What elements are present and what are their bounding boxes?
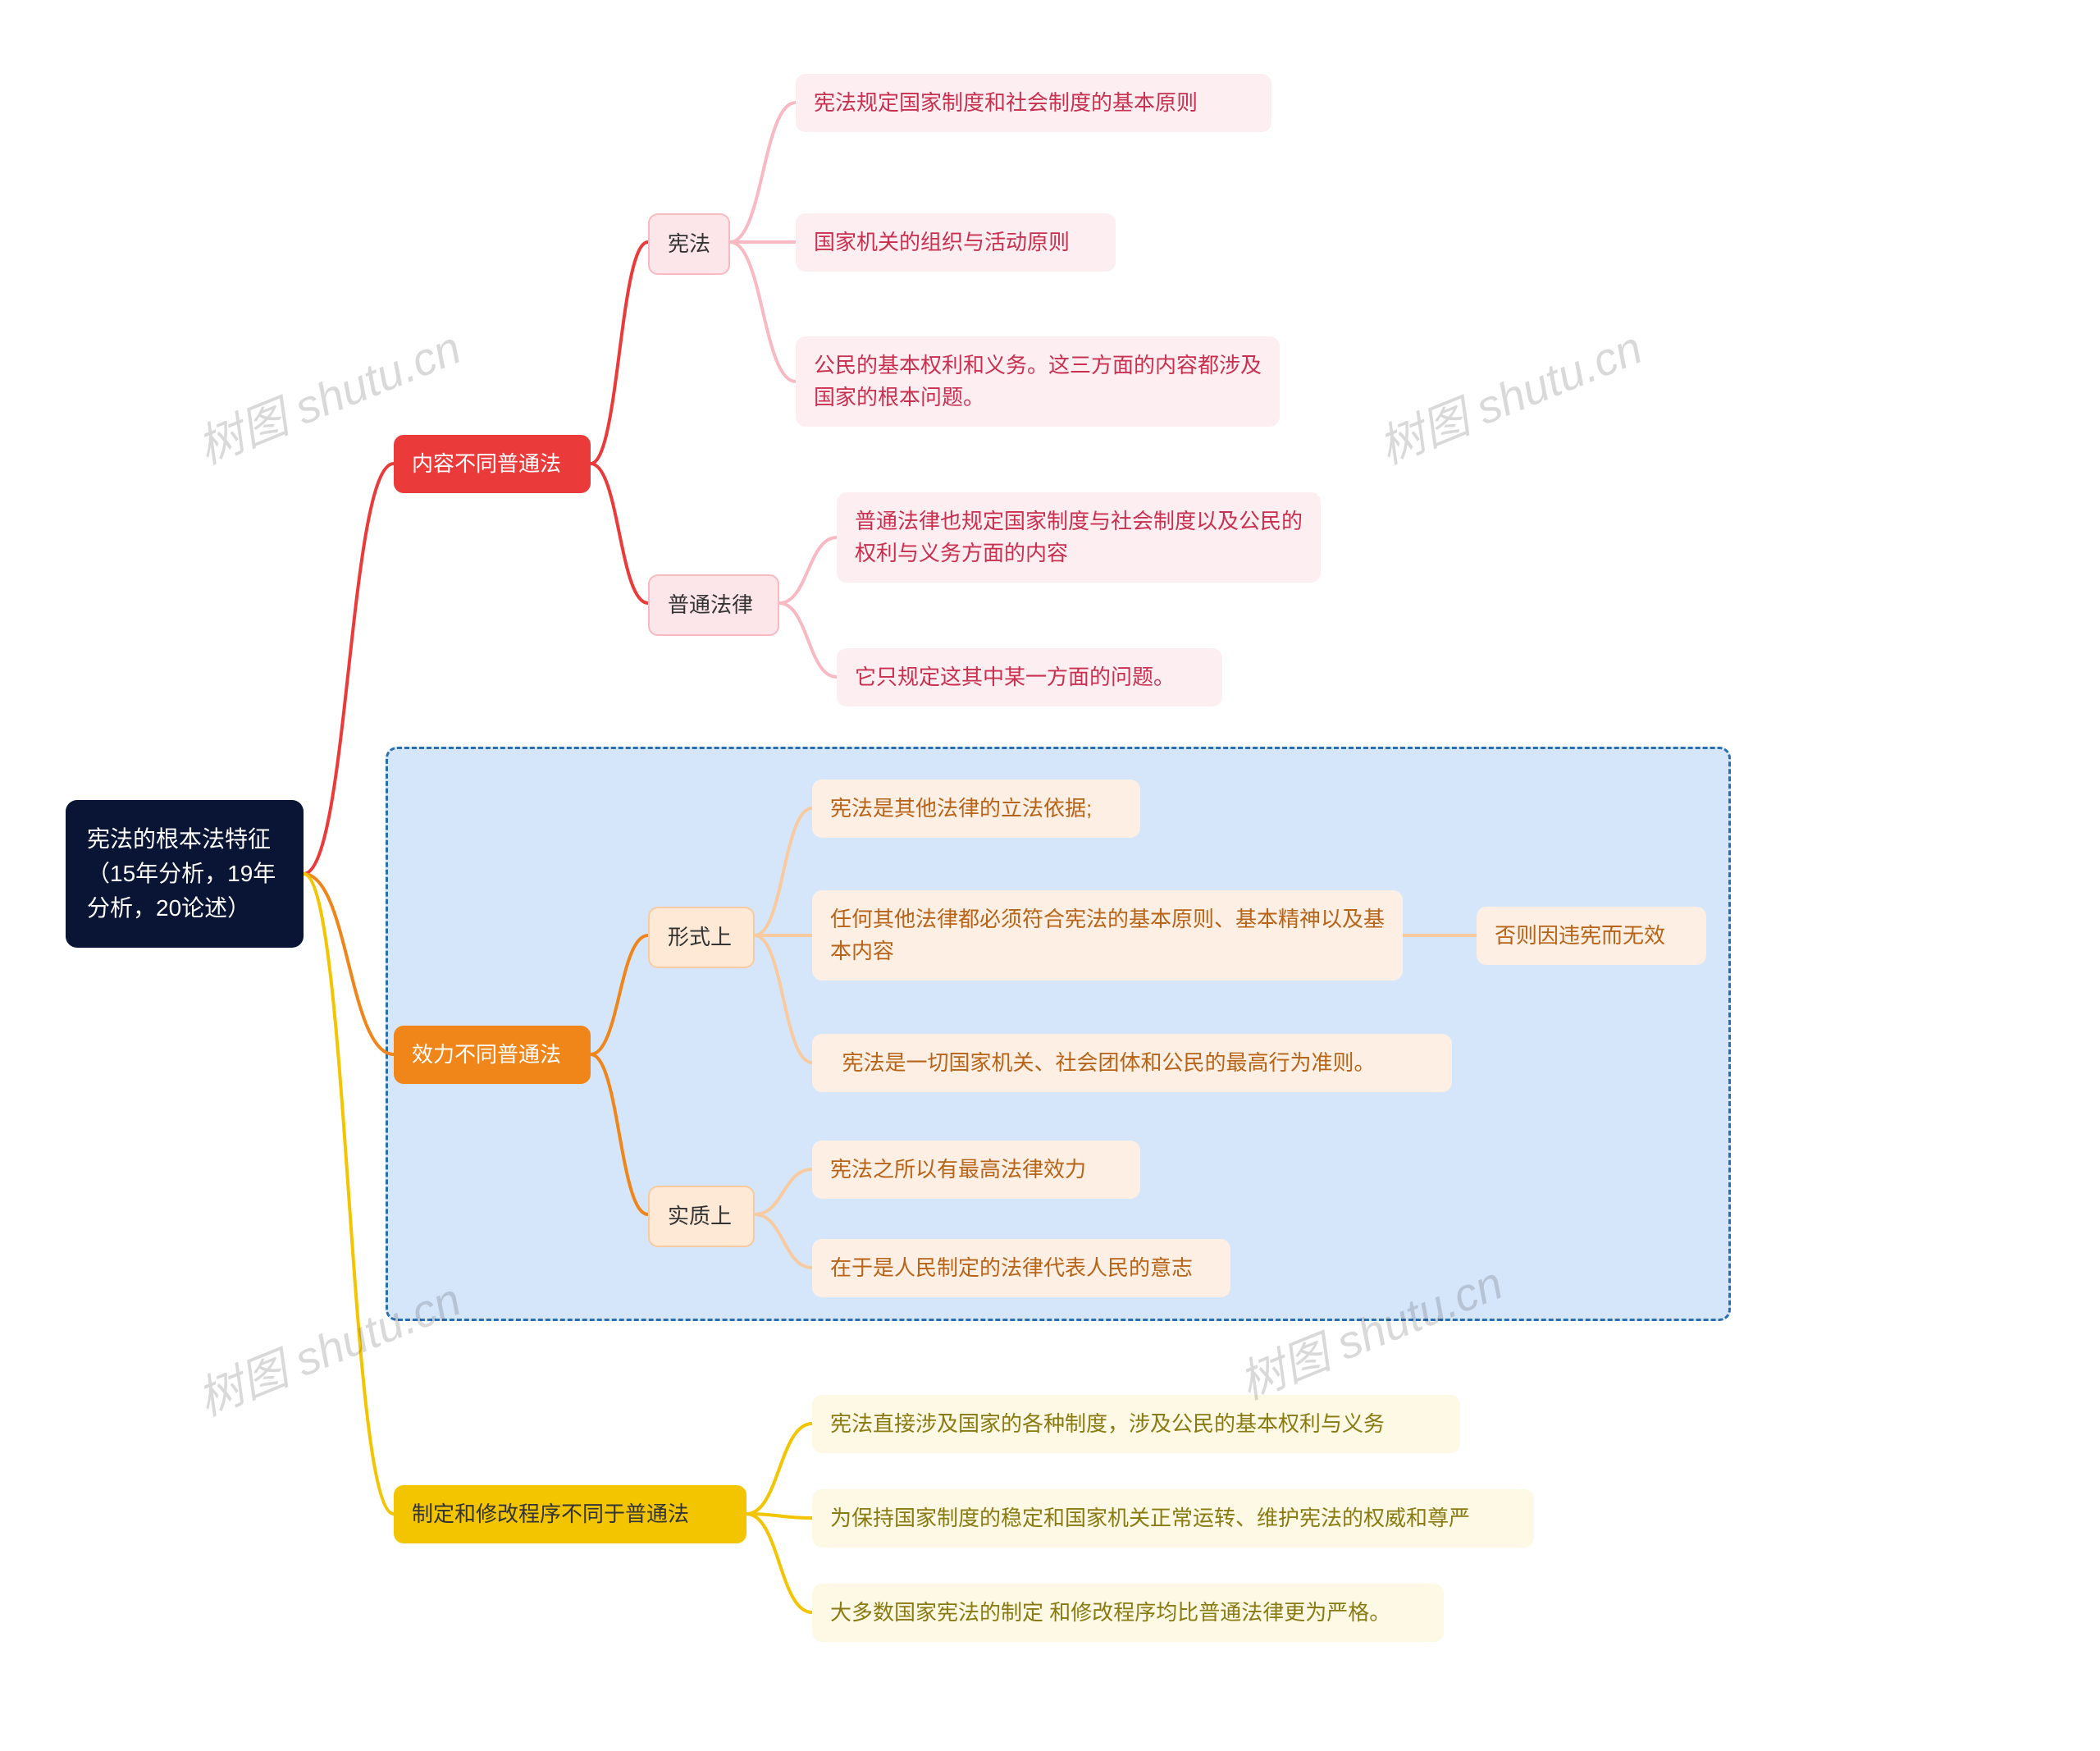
sub-constitution: 宪法 <box>648 213 730 275</box>
leaf-l8: 宪法是一切国家机关、社会团体和公民的最高行为准则。 <box>812 1034 1452 1092</box>
leaf-l5: 它只规定这其中某一方面的问题。 <box>837 648 1222 706</box>
leaf-l12: 为保持国家制度的稳定和国家机关正常运转、维护宪法的权威和尊严 <box>812 1489 1534 1548</box>
branch-content: 内容不同普通法 <box>394 435 591 493</box>
leaf-l1: 宪法规定国家制度和社会制度的基本原则 <box>796 74 1271 132</box>
leaf-l3: 公民的基本权利和义务。这三方面的内容都涉及国家的根本问题。 <box>796 336 1280 427</box>
leaf-l7: 任何其他法律都必须符合宪法的基本原则、基本精神以及基本内容 <box>812 890 1403 981</box>
sub-essence: 实质上 <box>648 1186 755 1247</box>
sub-form: 形式上 <box>648 907 755 968</box>
leaf-l9: 宪法之所以有最高法律效力 <box>812 1141 1140 1199</box>
leaf-l10: 在于是人民制定的法律代表人民的意志 <box>812 1239 1230 1297</box>
branch-procedure: 制定和修改程序不同于普通法 <box>394 1485 746 1543</box>
sub-ordinary-law: 普通法律 <box>648 574 779 636</box>
leaf-l7t: 否则因违宪而无效 <box>1477 907 1706 965</box>
leaf-l11: 宪法直接涉及国家的各种制度，涉及公民的基本权利与义务 <box>812 1395 1460 1453</box>
leaf-l4: 普通法律也规定国家制度与社会制度以及公民的权利与义务方面的内容 <box>837 492 1321 583</box>
leaf-l13: 大多数国家宪法的制定 和修改程序均比普通法律更为严格。 <box>812 1584 1444 1642</box>
root-node: 宪法的根本法特征（15年分析，19年分析，20论述） <box>66 800 304 948</box>
leaf-l6: 宪法是其他法律的立法依据; <box>812 779 1140 838</box>
watermark-2: 树图 shutu.cn <box>1367 311 1650 477</box>
branch-effect: 效力不同普通法 <box>394 1026 591 1084</box>
leaf-l2: 国家机关的组织与活动原则 <box>796 213 1116 272</box>
